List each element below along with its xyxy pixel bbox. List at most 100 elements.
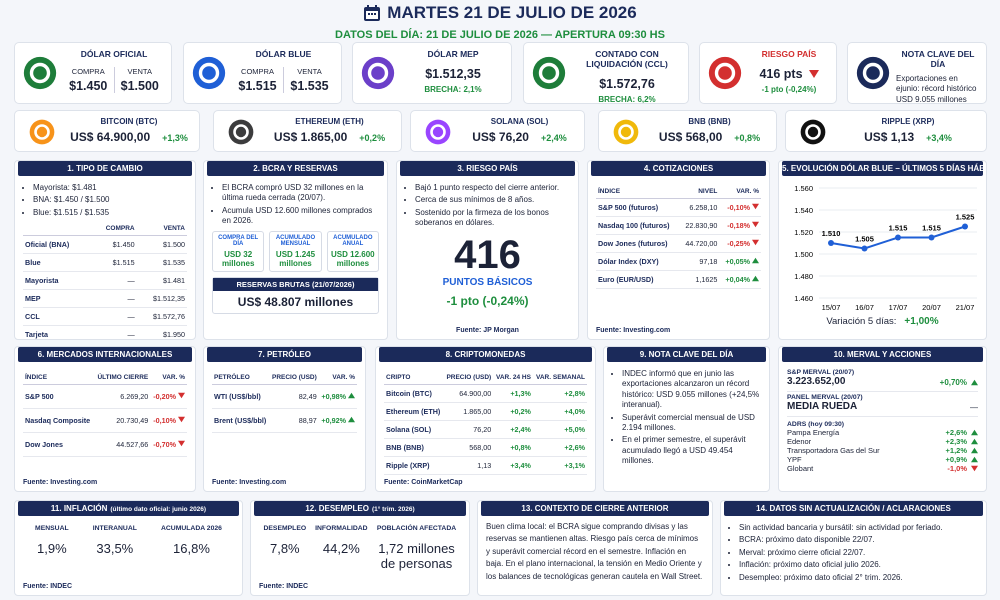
- stat-box-value: USD 32 millones: [221, 249, 255, 268]
- card-item: VENTA $1.500: [113, 67, 166, 93]
- arrow-shape: [178, 416, 185, 423]
- icon-circle: [856, 56, 890, 90]
- y-tick-label: 1.560: [794, 184, 813, 193]
- table-row: Dow Jones (futuros) 44.720,00 -0,25%: [596, 234, 761, 253]
- table-cell: +2,6%: [532, 438, 587, 457]
- table-cell: 97,18: [679, 252, 720, 271]
- icon: [425, 119, 451, 145]
- icon-ring: [430, 124, 446, 140]
- panel-body: Buen clima local: el BCRA sigue comprand…: [478, 516, 712, 588]
- panel-title: 3. RIESGO PAÍS: [457, 164, 518, 173]
- table-cell: -0,20%: [150, 384, 187, 409]
- bullet: Sostenido por la firmeza de los bonos so…: [415, 208, 570, 229]
- crypto-change: +3,4%: [926, 133, 952, 143]
- crypto-card: RIPPLE (XRP) US$ 1,13 +3,4%: [785, 110, 987, 152]
- crypto-price: US$ 568,00: [658, 130, 723, 144]
- table-cell: Oficial (BNA): [23, 235, 91, 255]
- data-table: ÍNDICE NIVEL VAR. % S&P 500 (futuros) 6.258,…: [596, 185, 761, 289]
- adrs: ADRS (hoy 09:30) Pampa Energía +2,6% Edenor…: [787, 421, 978, 473]
- adr-change-wrap: +2,3%: [946, 437, 978, 446]
- y-tick-label: 1.500: [794, 250, 813, 259]
- table-row: Euro (EUR/USD) 1,1625 +0,04%: [596, 270, 761, 289]
- trend-arrow: [178, 440, 185, 447]
- card-item: COMPRA $1.450: [63, 67, 114, 93]
- panel: 8. CRIPTOMONEDAS CRIPTO PRECIO (USD) VAR. 2…: [375, 346, 596, 492]
- bullet: Bajó 1 punto respecto del cierre anterio…: [415, 183, 570, 193]
- card-content: RIESGO PAÍS 416 pts -1 pto (-0,24%): [748, 49, 830, 99]
- panel-header: 5. EVOLUCIÓN DÓLAR BLUE – ÚLTIMOS 5 DÍAS…: [782, 161, 986, 176]
- stat-box: COMPRA DEL DÍA USD 32 millones: [212, 230, 265, 272]
- panel-header: 2. BCRA Y RESERVAS: [207, 161, 384, 176]
- panel: 9. NOTA CLAVE DEL DÍA INDEC informó que e…: [603, 346, 770, 492]
- panel-title: 5. EVOLUCIÓN DÓLAR BLUE – ÚLTIMOS 5 DÍAS…: [782, 164, 987, 173]
- highlight-value: US$ 48.807 millones: [237, 294, 354, 309]
- table-header: VAR. %: [719, 185, 761, 199]
- value-label: 1.505: [855, 235, 874, 244]
- panel-title: 12. DESEMPLEO: [305, 504, 369, 513]
- arrow-shape: [971, 438, 978, 445]
- card-title: RIESGO PAÍS: [761, 49, 817, 59]
- cell-value: +0,98%: [321, 392, 346, 401]
- merval-value: MEDIA RUEDA: [787, 401, 858, 412]
- card-text: Exportaciones en ejunio: récord históric…: [896, 74, 977, 104]
- crypto-change: +2,4%: [540, 133, 567, 143]
- icon-circle: [613, 119, 639, 145]
- table-cell: -0,10%: [719, 198, 761, 217]
- table-cell: 22.830,90: [679, 216, 720, 235]
- panel: 5. EVOLUCIÓN DÓLAR BLUE – ÚLTIMOS 5 DÍAS…: [778, 160, 987, 340]
- icon: [800, 119, 826, 145]
- icon-ring: [198, 62, 220, 84]
- panel-body: MENSUAL 1,9% INTERANUAL 33,5% ACUMULADA 2026…: [15, 516, 242, 561]
- table-cell: 44.720,00: [679, 234, 720, 253]
- table-cell: 88,97: [269, 408, 319, 433]
- table-header-blank: [23, 222, 91, 237]
- arrow-shape: [348, 392, 355, 399]
- big-change: -1 pto (-0,24%): [446, 293, 529, 308]
- table-header: PETRÓLEO: [212, 371, 270, 385]
- table-cell: $1.512,35: [136, 289, 187, 309]
- arrow-shape: [971, 456, 978, 463]
- panel-title: 10. MERVAL Y ACCIONES: [833, 350, 932, 359]
- card-item-label: VENTA: [127, 67, 152, 76]
- table-cell: 6.258,10: [679, 198, 720, 217]
- highlight-label: RESERVAS BRUTAS (21/07/2026): [213, 277, 378, 291]
- bullet: Inflación: próximo dato oficial julio 20…: [739, 560, 978, 570]
- table-cell: 568,00: [443, 438, 494, 457]
- table-row: Nasdaq Composite 20.730,49 -0,10%: [23, 408, 187, 433]
- card-value-row: $1.512,35: [401, 67, 505, 81]
- panel: 4. COTIZACIONES ÍNDICE NIVEL VAR. % S&P 500 …: [587, 160, 770, 340]
- icon-ring: [618, 124, 634, 140]
- table-cell: 1,13: [443, 456, 494, 475]
- table-cell: S&P 500 (futuros): [596, 198, 680, 217]
- table-cell: Nasdaq Composite: [23, 408, 94, 433]
- big-value: 416: [454, 232, 521, 277]
- arrow-shape: [752, 221, 759, 228]
- crypto-content: ETHEREUM (ETH) US$ 1.865,00 +0,2%: [264, 117, 395, 144]
- point: [828, 240, 834, 246]
- table-cell: Dow Jones: [23, 432, 94, 457]
- table-cell: 1,1625: [679, 270, 720, 289]
- y-tick-label: 1.480: [794, 272, 813, 281]
- bullet: Acumula USD 12.600 millones comprados en…: [222, 206, 379, 227]
- stats: DESEMPLEO 7,8% INFORMALIDAD 44,2% POBLACIÓN …: [259, 525, 461, 571]
- table-cell: —: [90, 307, 137, 327]
- panel-header: 10. MERVAL Y ACCIONES: [782, 347, 983, 362]
- panel: 6. MERCADOS INTERNACIONALES ÍNDICE ÚLTIMO …: [14, 346, 196, 492]
- card-value-row: 416 pts: [748, 67, 830, 81]
- panel: 14. DATOS SIN ACTUALIZACIÓN / ACLARACION…: [720, 500, 987, 596]
- adr-row: Pampa Energía +2,6%: [787, 428, 978, 437]
- adr-change-wrap: -1,0%: [947, 464, 978, 473]
- stat-label: DESEMPLEO: [263, 525, 307, 532]
- panel-header: 11. INFLACIÓN (último dato oficial: junio…: [18, 501, 239, 516]
- table-cell: +3,4%: [493, 456, 533, 475]
- table-header: NIVEL: [679, 185, 720, 199]
- table-row: S&P 500 6.269,20 -0,20%: [23, 384, 187, 409]
- big-figure: 416 PUNTOS BÁSICOS -1 pto (-0,24%): [405, 233, 570, 308]
- adr-change-wrap: +2,6%: [946, 428, 978, 437]
- source: Fuente: Investing.com: [212, 479, 287, 486]
- trend-arrow: [348, 416, 355, 423]
- stat-label: ACUMULADA 2026: [160, 525, 222, 532]
- big-unit: PUNTOS BÁSICOS: [442, 276, 533, 288]
- table-header: CRIPTO: [384, 371, 444, 385]
